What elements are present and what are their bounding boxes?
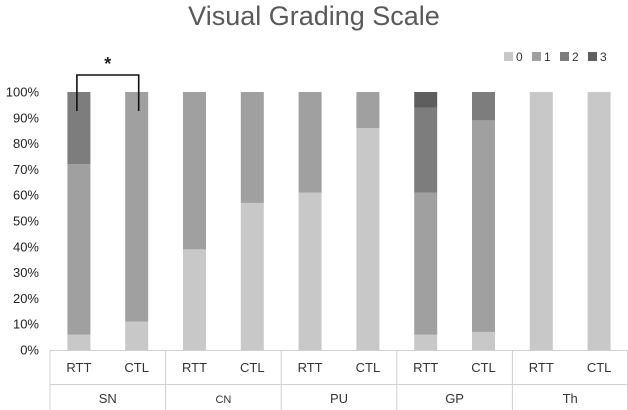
group-label: SN bbox=[99, 391, 117, 406]
bar-segment-level-0 bbox=[125, 321, 149, 350]
bar-segment-level-1 bbox=[125, 92, 149, 322]
bar-segment-level-1 bbox=[356, 92, 380, 129]
legend-swatch bbox=[588, 52, 597, 61]
y-tick-label: 80% bbox=[13, 136, 39, 151]
bar-segment-level-0 bbox=[240, 202, 264, 350]
bar-segment-level-1 bbox=[472, 120, 495, 332]
legend-swatch bbox=[504, 52, 513, 61]
legend-swatch bbox=[560, 52, 569, 61]
x-tick-label: RTT bbox=[529, 360, 554, 375]
bar-segment-level-0 bbox=[183, 249, 206, 350]
y-tick-label: 70% bbox=[13, 162, 39, 177]
x-axis: RTT CTL RTT CTL RTT CTL RTT CTL RTT CTL SN CN PU GP Th bbox=[49, 350, 628, 410]
bar-segment-level-2 bbox=[472, 92, 495, 121]
y-tick-label: 20% bbox=[13, 291, 39, 306]
y-tick-label: 30% bbox=[13, 265, 39, 280]
legend-label: 0 bbox=[516, 50, 523, 64]
y-tick-label: 100% bbox=[6, 85, 40, 100]
bar-segment-level-0 bbox=[472, 331, 495, 350]
x-tick-label: CTL bbox=[587, 360, 612, 375]
bar-segment-level-0 bbox=[298, 192, 322, 350]
y-tick-label: 60% bbox=[13, 188, 39, 203]
x-tick-label: RTT bbox=[182, 360, 207, 375]
y-tick-label: 40% bbox=[13, 239, 39, 254]
group-label: CN bbox=[215, 394, 231, 406]
group-label: GP bbox=[445, 391, 464, 406]
legend-swatch bbox=[532, 52, 541, 61]
bar-segment-level-0 bbox=[414, 334, 438, 350]
bar-segment-level-1 bbox=[298, 92, 322, 193]
x-tick-label: RTT bbox=[413, 360, 438, 375]
y-axis: 0% 10% 20% 30% 40% 50% 60% 70% 80% 90% 100% bbox=[6, 85, 40, 358]
y-tick-label: 90% bbox=[13, 110, 39, 125]
bar-segment-level-0 bbox=[67, 334, 91, 350]
annotations: * bbox=[76, 54, 140, 111]
y-tick-label: 10% bbox=[13, 317, 39, 332]
chart-title: Visual Grading Scale bbox=[188, 1, 440, 31]
x-tick-label: RTT bbox=[298, 360, 323, 375]
x-tick-label: CTL bbox=[124, 360, 149, 375]
bars bbox=[67, 92, 611, 350]
group-label: PU bbox=[330, 391, 348, 406]
significance-marker: * bbox=[104, 54, 111, 74]
significance-bracket bbox=[76, 74, 140, 111]
bar-segment-level-0 bbox=[587, 92, 611, 350]
bar-segment-level-1 bbox=[67, 164, 91, 335]
group-label: Th bbox=[563, 391, 578, 406]
x-tick-label: CTL bbox=[471, 360, 496, 375]
bar-segment-level-1 bbox=[414, 192, 438, 335]
y-tick-label: 50% bbox=[13, 214, 39, 229]
legend-label: 3 bbox=[600, 50, 607, 64]
bar-segment-level-0 bbox=[529, 92, 553, 350]
x-tick-label: CTL bbox=[240, 360, 265, 375]
bar-segment-level-1 bbox=[240, 92, 264, 203]
y-tick-label: 0% bbox=[20, 343, 39, 358]
legend-label: 2 bbox=[572, 50, 579, 64]
legend: 0 1 2 3 bbox=[504, 50, 607, 64]
x-tick-label: RTT bbox=[66, 360, 91, 375]
legend-label: 1 bbox=[544, 50, 551, 64]
bar-segment-level-2 bbox=[67, 92, 91, 165]
bar-segment-level-3 bbox=[414, 92, 438, 108]
bar-segment-level-2 bbox=[414, 107, 438, 193]
bar-segment-level-0 bbox=[356, 128, 380, 350]
bar-segment-level-1 bbox=[183, 92, 206, 250]
x-tick-label: CTL bbox=[356, 360, 381, 375]
